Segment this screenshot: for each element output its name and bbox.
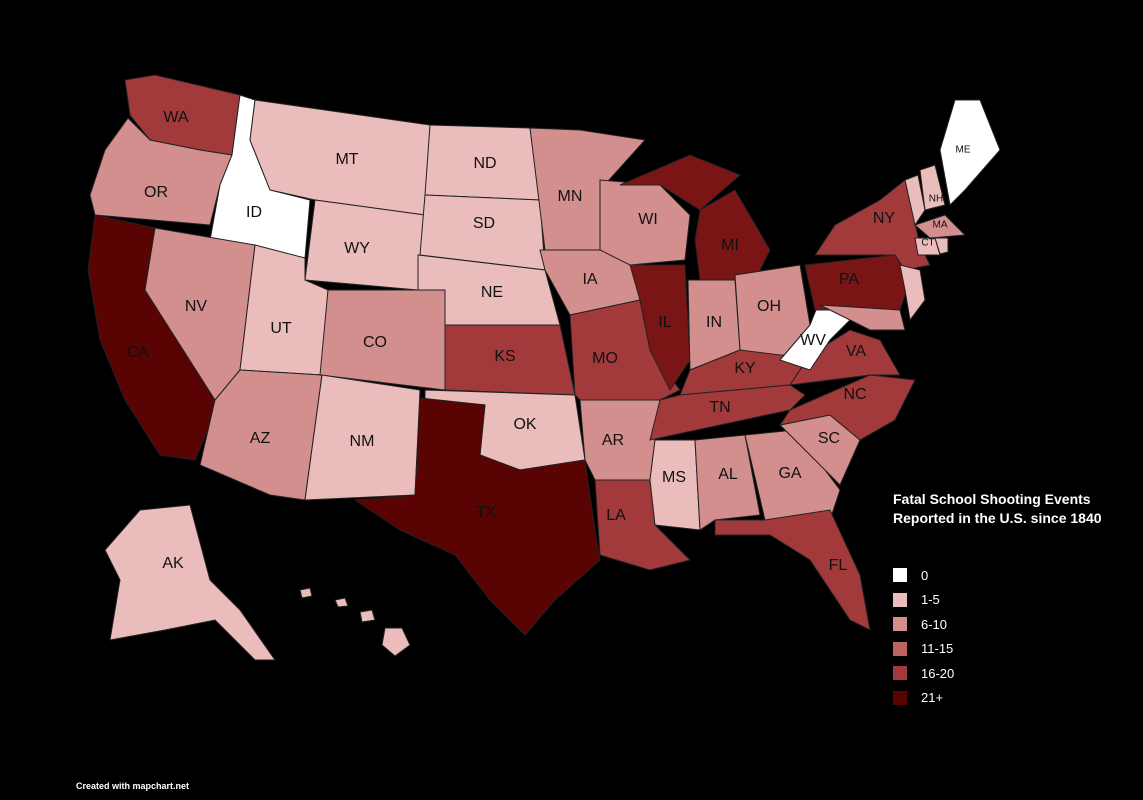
state-label: NC [843, 386, 866, 403]
state-label: OR [144, 184, 168, 201]
state [899, 264, 926, 322]
legend-item: 1-5 [893, 588, 954, 613]
state-label: LA [606, 507, 626, 524]
legend-swatch [893, 690, 907, 705]
state-label: WY [344, 240, 370, 257]
state-label: IN [706, 314, 722, 331]
state-label: NV [185, 298, 208, 315]
state-label: WV [800, 332, 826, 349]
state-label: ME [956, 145, 971, 156]
state-label: MT [335, 151, 358, 168]
state [649, 384, 806, 441]
state-label: FL [829, 557, 848, 574]
state [778, 374, 916, 441]
state [104, 504, 276, 661]
legend-swatch [893, 592, 907, 607]
legend-title: Fatal School Shooting Events Reported in… [893, 491, 1102, 526]
state [89, 117, 233, 226]
state-label: PA [839, 271, 859, 288]
state-label: ID [246, 204, 262, 221]
state-label: MN [558, 188, 583, 205]
state [599, 179, 691, 266]
state-label: NE [481, 284, 503, 301]
state-label: MS [662, 469, 686, 486]
state-label: GA [778, 465, 801, 482]
legend-label: 11-15 [921, 641, 954, 657]
legend-item: 21+ [893, 686, 954, 711]
state [299, 587, 411, 657]
state [919, 164, 946, 211]
state-label: WI [638, 211, 658, 228]
legend-label: 16-20 [921, 665, 955, 681]
state-label: OK [513, 416, 536, 433]
state-label: NM [350, 433, 375, 450]
state-label: SC [818, 430, 840, 447]
legend-label: 1-5 [921, 592, 940, 608]
legend-swatch [893, 568, 907, 583]
legend: 0 1-5 6-10 11-15 16-20 21+ [893, 563, 954, 710]
state-label: CA [127, 344, 150, 361]
state [714, 509, 871, 631]
state-label: WA [163, 109, 189, 126]
state-label: MA [933, 220, 948, 231]
legend-item: 16-20 [893, 661, 954, 686]
state [353, 397, 601, 636]
state [934, 237, 949, 255]
state [914, 237, 941, 256]
state-label: KS [494, 348, 515, 365]
legend-item: 6-10 [893, 612, 954, 637]
state-label: MO [592, 350, 618, 367]
legend-swatch [893, 666, 907, 681]
state-label: KY [734, 360, 756, 377]
state-label: OH [757, 298, 781, 315]
state [694, 434, 761, 531]
state [804, 254, 911, 311]
state-label: AK [162, 555, 184, 572]
state-label: IA [582, 271, 597, 288]
legend-swatch [893, 641, 907, 656]
state-label: ND [473, 155, 496, 172]
state [914, 214, 967, 239]
state-label: TX [476, 504, 497, 521]
state-label: CO [363, 334, 387, 351]
state-label: AR [602, 432, 624, 449]
legend-swatch [893, 617, 907, 632]
state-label: CT [921, 238, 934, 249]
legend-item: 0 [893, 563, 954, 588]
legend-label: 6-10 [921, 616, 948, 632]
footer: Created with mapchart.net [76, 781, 190, 791]
state-label: UT [270, 320, 292, 337]
state [649, 439, 701, 531]
state-label: AZ [250, 430, 271, 447]
state-label: TN [709, 399, 730, 416]
legend-item: 11-15 [893, 637, 954, 662]
state [819, 304, 906, 331]
state-label: SD [473, 215, 495, 232]
state [939, 99, 1001, 207]
state-label: IL [658, 314, 671, 331]
state [629, 264, 691, 391]
legend-label: 0 [921, 567, 929, 583]
state-label: NH [929, 194, 943, 205]
state [619, 154, 741, 211]
state-label: MI [721, 237, 739, 254]
state-label: VA [846, 343, 866, 360]
state-label: NY [873, 210, 896, 227]
state-label: AL [718, 466, 738, 483]
legend-label: 21+ [921, 690, 944, 706]
